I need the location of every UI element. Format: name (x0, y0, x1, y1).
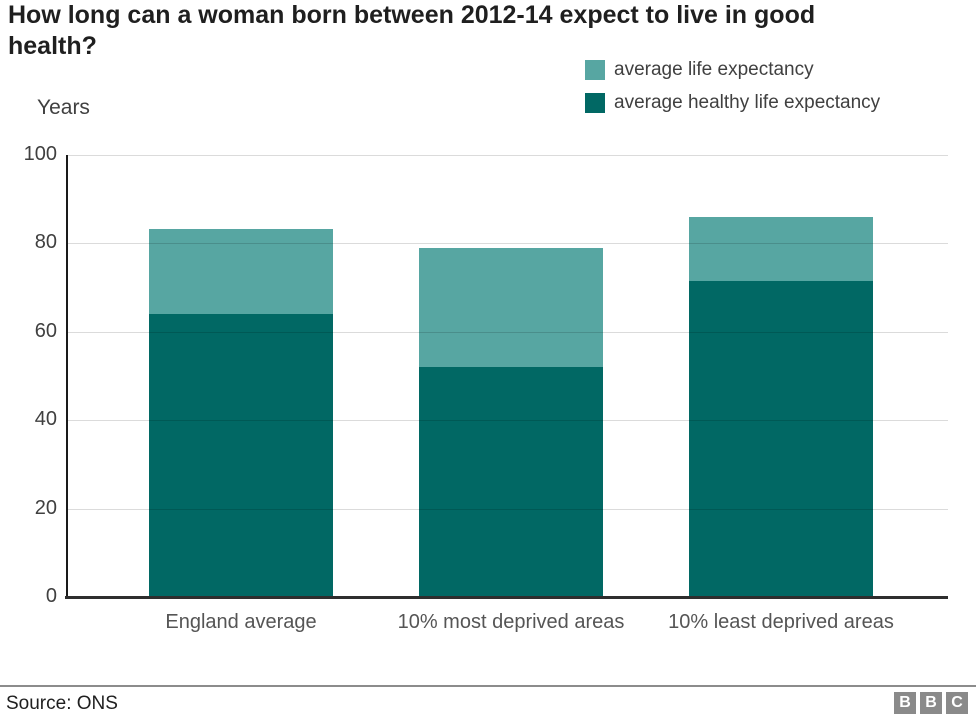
gridline (66, 331, 948, 333)
x-category-label: 10% most deprived areas (397, 611, 625, 633)
legend: average life expectancy average healthy … (585, 59, 880, 125)
bar-segment-life-expectancy (149, 228, 333, 315)
legend-item-healthy-life-expectancy: average healthy life expectancy (585, 92, 880, 114)
bar-segment-life-expectancy (419, 247, 603, 368)
y-axis-line (66, 155, 68, 597)
legend-item-life-expectancy: average life expectancy (585, 59, 880, 81)
gridline (66, 155, 948, 156)
gridline (66, 420, 948, 422)
gridline (66, 508, 948, 510)
y-tick-label: 60 (34, 319, 57, 342)
legend-label-healthy-life-expectancy: average healthy life expectancy (614, 92, 881, 113)
y-tick-label: 100 (23, 143, 57, 165)
bar-segment-healthy-life-expectancy (149, 314, 333, 597)
bbc-logo-letter-b2: B (920, 692, 942, 714)
y-tick-label: 40 (34, 408, 57, 431)
bar-segment-healthy-life-expectancy (419, 367, 603, 597)
legend-swatch-healthy-life-expectancy (585, 93, 605, 113)
source-caption: Source: ONS (6, 693, 118, 714)
chart-title: How long can a woman born between 2012-1… (8, 1, 816, 60)
y-tick-label: 20 (34, 496, 57, 519)
legend-label-life-expectancy: average life expectancy (614, 59, 814, 80)
bbc-logo-letter-b1: B (894, 692, 916, 714)
bar-segment-healthy-life-expectancy (689, 281, 873, 597)
y-axis-unit-label: Years (37, 96, 90, 119)
bbc-logo-letter-c: C (946, 692, 968, 714)
x-category-label: England average (165, 611, 317, 633)
gridline (66, 243, 948, 245)
x-category-label: 10% least deprived areas (668, 611, 894, 633)
legend-swatch-life-expectancy (585, 60, 605, 80)
y-tick-label: 80 (34, 231, 57, 254)
x-axis-line (65, 596, 948, 599)
footer-divider (0, 685, 976, 687)
bbc-logo: B B C (894, 692, 968, 714)
bar-segment-life-expectancy (689, 216, 873, 282)
y-tick-label: 0 (45, 585, 57, 607)
